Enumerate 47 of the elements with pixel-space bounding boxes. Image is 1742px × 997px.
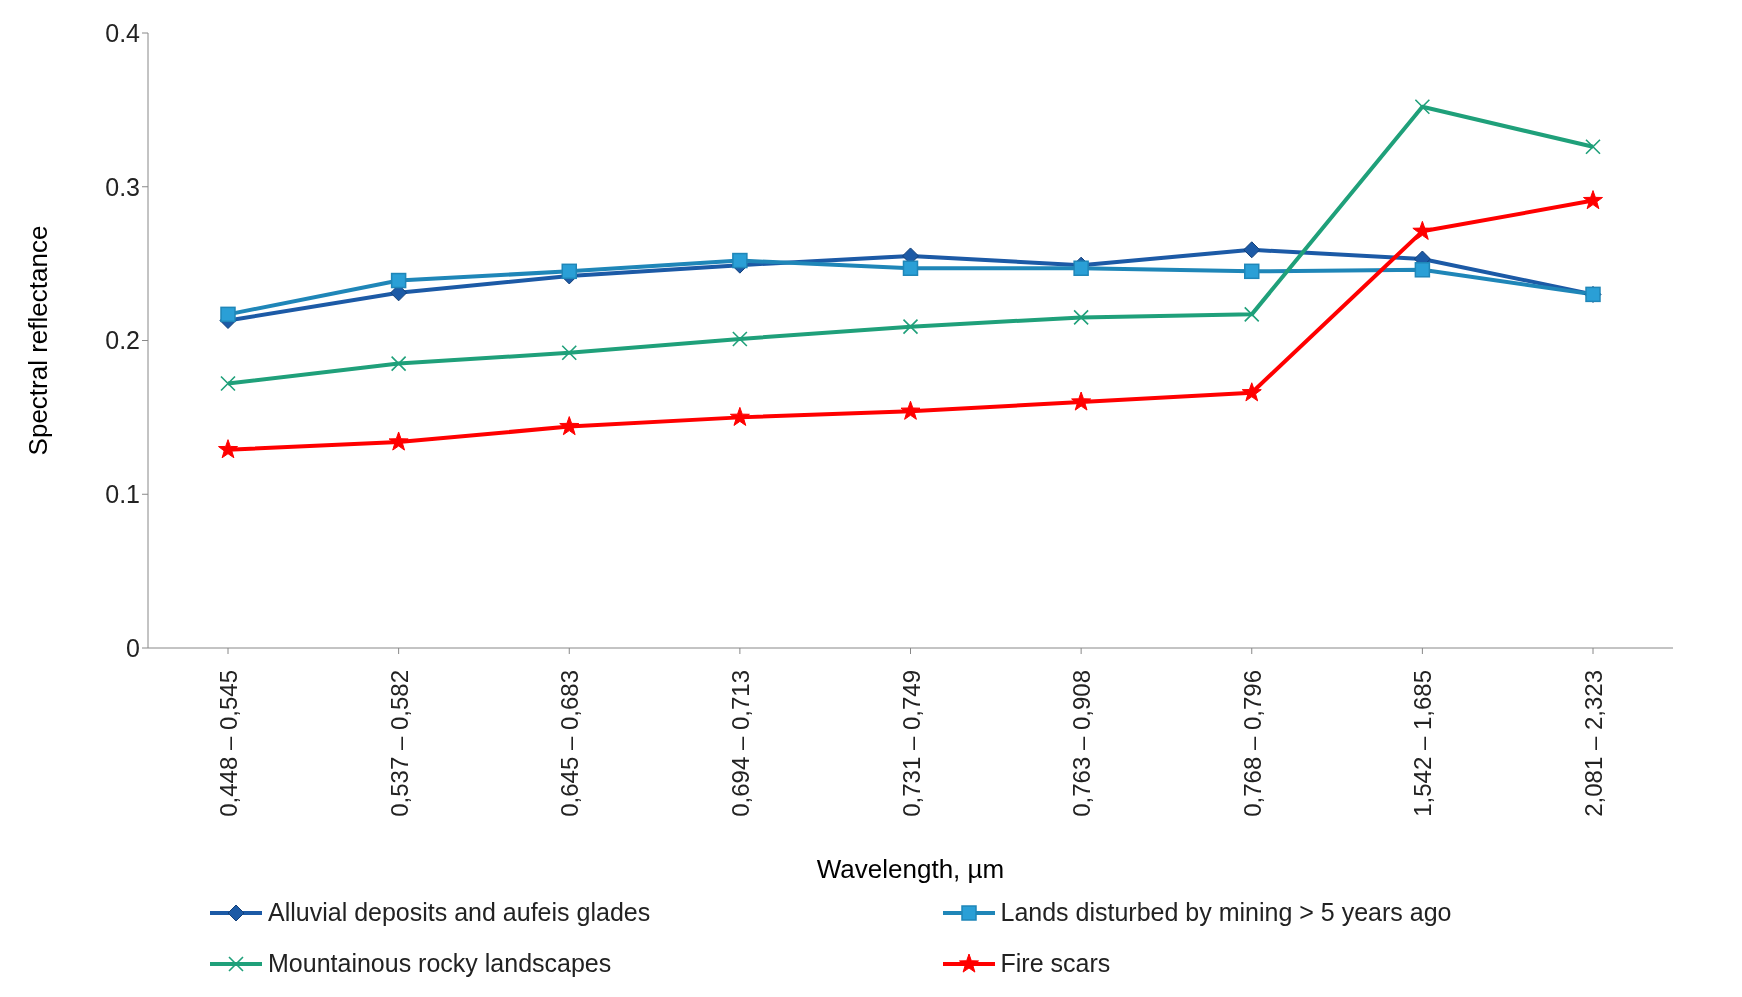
point [1073,309,1089,326]
point [1073,260,1089,276]
point [220,306,236,323]
x-tick-label: 0,537 – 0,582 [385,670,413,817]
point [559,416,580,436]
point [217,439,239,459]
legend-label: Fire scars [1000,949,1111,978]
y-tick-label: 0.2 [105,326,140,355]
x-tick-label: 0,645 – 0,683 [556,670,584,817]
point [220,375,236,392]
point [1412,220,1433,240]
point [1243,241,1261,259]
x-axis-title: Wavelength, µm [816,854,1005,884]
point [1071,391,1092,411]
x-tick-label: 0,694 – 0,713 [726,670,754,817]
x-tick-label: 0,448 – 0,545 [215,670,242,817]
x-tick-label: 2,081 – 2,323 [1580,670,1607,817]
x-tick-label: 0,763 – 0,908 [1068,670,1096,817]
point [1414,99,1431,115]
point [729,406,750,426]
point [900,400,921,420]
y-axis-title: Spectral reflectance [23,225,54,456]
point [390,272,407,289]
legend-label: Mountainous rocky landscapes [268,949,612,978]
legend-label: Alluvial deposits and aufeis glades [268,898,651,927]
point [1585,138,1601,155]
point [1241,382,1262,402]
legend-label: Lands disturbed by mining > 5 years ago [1000,898,1452,927]
point [902,260,919,276]
point [561,263,577,280]
point [1582,190,1604,210]
y-tick-label: 0 [126,633,140,662]
point [732,331,748,347]
y-tick-label: 0.1 [105,480,140,509]
point [561,345,578,361]
point [390,355,407,372]
point [388,431,409,451]
point [1243,306,1260,323]
point [732,252,748,269]
point [1244,263,1260,280]
x-tick-label: 1,542 – 1,685 [1409,670,1437,817]
x-tick-label: 0,768 – 0,796 [1238,670,1266,817]
point [902,318,919,335]
y-tick-label: 0.3 [105,172,140,201]
point [1414,262,1431,278]
y-tick-label: 0.4 [105,18,141,47]
x-tick-label: 0,731 – 0,749 [897,670,925,817]
